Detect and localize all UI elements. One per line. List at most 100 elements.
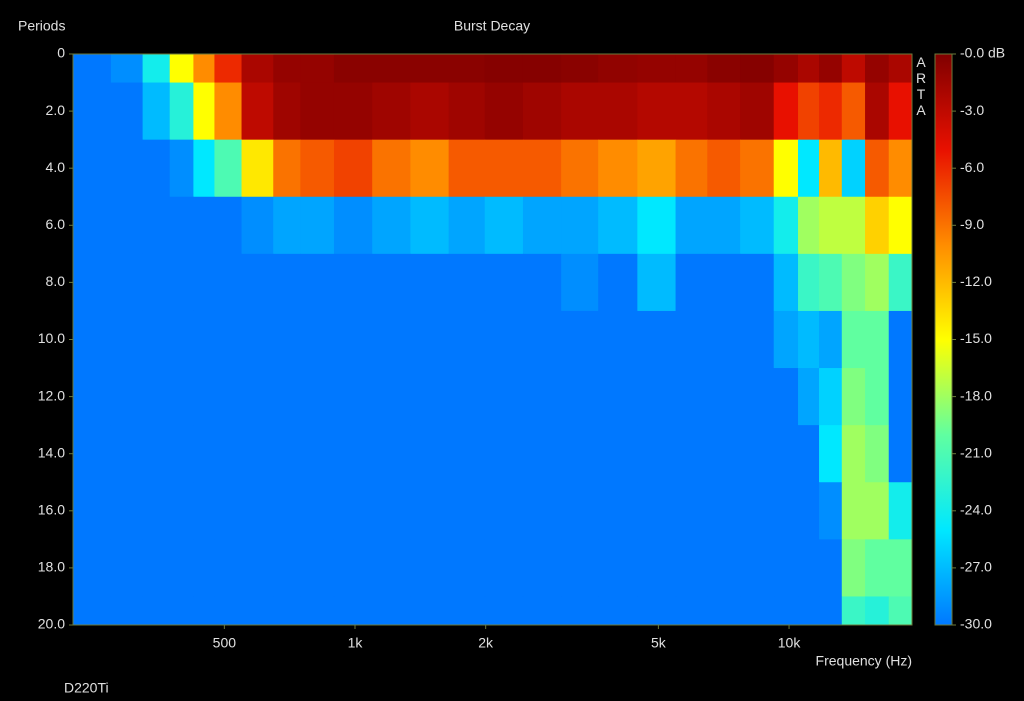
heat-cell <box>110 425 144 483</box>
heat-cell <box>110 539 144 597</box>
heat-cell <box>142 425 171 483</box>
heat-cell <box>675 482 708 540</box>
heat-cell <box>598 82 638 141</box>
heat-cell <box>73 253 112 312</box>
heat-cell <box>333 54 373 84</box>
heat-cell <box>865 368 890 426</box>
heat-cell <box>707 54 741 84</box>
heat-cell <box>561 139 599 198</box>
heat-cell <box>448 482 486 540</box>
y-tick-label: 12.0 <box>38 387 65 403</box>
heat-cell <box>300 482 335 540</box>
heat-cell <box>888 253 912 312</box>
heat-cell <box>598 54 638 84</box>
heat-cell <box>773 82 799 141</box>
heat-cell <box>522 368 562 426</box>
heat-cell <box>865 596 890 625</box>
heat-cell <box>773 310 799 369</box>
heat-cell <box>598 425 638 483</box>
heat-cell <box>448 310 486 369</box>
heat-cell <box>819 253 843 312</box>
heat-cell <box>214 82 243 141</box>
heat-cell <box>841 310 866 369</box>
heat-cell <box>773 596 799 625</box>
heat-cell <box>598 539 638 597</box>
heat-cell <box>333 139 373 198</box>
heat-cell <box>142 310 171 369</box>
heat-cell <box>637 539 677 597</box>
heat-cell <box>707 596 741 625</box>
heat-cell <box>372 54 411 84</box>
heat-cell <box>333 196 373 255</box>
heat-cell <box>273 425 301 483</box>
footer-label: D220Ti <box>64 680 109 696</box>
heat-cell <box>241 310 274 369</box>
heat-cell <box>484 310 524 369</box>
heat-cell <box>214 196 243 255</box>
heat-cell <box>522 482 562 540</box>
x-tick-label: 2k <box>478 635 494 651</box>
colorbar-tick-label: -30.0 <box>960 616 992 632</box>
heat-cell <box>675 310 708 369</box>
heat-cell <box>193 368 215 426</box>
watermark: ARTA <box>915 54 927 118</box>
x-tick-label: 1k <box>348 635 364 651</box>
heat-cell <box>819 139 843 198</box>
heat-cell <box>214 310 243 369</box>
heat-cell <box>888 482 912 540</box>
heat-cell <box>273 596 301 625</box>
heat-cell <box>798 54 820 84</box>
y-tick-label: 18.0 <box>38 559 65 575</box>
heat-cell <box>410 82 450 141</box>
heat-cell <box>169 253 194 312</box>
heat-cell <box>740 425 775 483</box>
heat-cell <box>561 482 599 540</box>
heat-cell <box>484 82 524 141</box>
heat-cell <box>193 596 215 625</box>
heat-cell <box>73 368 112 426</box>
heat-cell <box>273 539 301 597</box>
heat-cell <box>819 539 843 597</box>
heat-cell <box>841 82 866 141</box>
heat-cell <box>740 196 775 255</box>
heat-cell <box>561 425 599 483</box>
heat-cell <box>637 596 677 625</box>
heat-cell <box>888 425 912 483</box>
heat-cell <box>142 596 171 625</box>
heat-cell <box>300 82 335 141</box>
colorbar-tick-label: -15.0 <box>960 330 992 346</box>
heat-cell <box>675 368 708 426</box>
heat-cell <box>214 482 243 540</box>
heat-cell <box>142 196 171 255</box>
heat-cell <box>448 139 486 198</box>
heat-cell <box>819 425 843 483</box>
heat-cell <box>73 596 112 625</box>
heat-cell <box>333 368 373 426</box>
heat-cell <box>300 425 335 483</box>
colorbar-tick-label: -18.0 <box>960 387 992 403</box>
heat-cell <box>372 82 411 141</box>
heat-cell <box>484 139 524 198</box>
y-tick-label: 2.0 <box>46 102 66 118</box>
heatmap <box>73 54 912 625</box>
heat-cell <box>169 596 194 625</box>
heat-cell <box>448 539 486 597</box>
heat-cell <box>798 539 820 597</box>
heat-cell <box>193 54 215 84</box>
heat-cell <box>865 425 890 483</box>
heat-cell <box>193 482 215 540</box>
heat-cell <box>740 54 775 84</box>
heat-cell <box>522 82 562 141</box>
heat-cell <box>448 82 486 141</box>
heat-cell <box>841 253 866 312</box>
heat-cell <box>740 82 775 141</box>
heat-cell <box>241 539 274 597</box>
heat-cell <box>300 596 335 625</box>
heat-cell <box>888 310 912 369</box>
heat-cell <box>484 196 524 255</box>
heat-cell <box>333 482 373 540</box>
heat-cell <box>169 425 194 483</box>
heat-cell <box>193 139 215 198</box>
heat-cell <box>410 196 450 255</box>
